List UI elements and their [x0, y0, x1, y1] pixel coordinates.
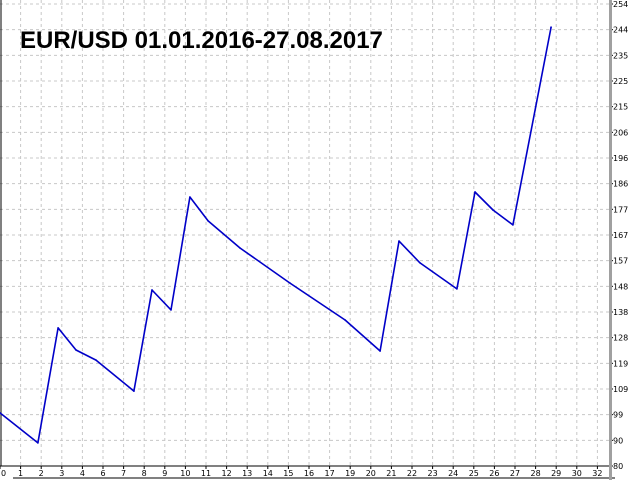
data-point: [75, 349, 77, 351]
x-tick-label: 24: [448, 469, 458, 478]
x-tick-label: 2: [39, 469, 44, 478]
data-point: [170, 309, 172, 311]
y-tick-label: 206: [613, 128, 628, 137]
data-point: [550, 26, 552, 28]
x-tick-label: 7: [121, 469, 126, 478]
data-point: [57, 327, 59, 329]
x-tick-label: 9: [162, 469, 167, 478]
data-point: [151, 289, 153, 291]
y-axis: 80 90 99 109 119 128 138 148 157 167 177 186 196 206 2…: [609, 0, 628, 480]
x-tick-label: 10: [180, 469, 190, 478]
y-tick-label: 157: [613, 257, 628, 266]
x-tick-label: 29: [551, 469, 561, 478]
y-tick-label: 119: [613, 359, 628, 368]
data-point: [379, 350, 381, 352]
data-point: [37, 442, 39, 444]
y-tick-label: 215: [613, 103, 628, 112]
series-group: [0, 26, 552, 444]
x-tick-label: 13: [242, 469, 252, 478]
data-point: [133, 390, 135, 392]
y-tick-label: 138: [613, 308, 628, 317]
x-tick-label: 32: [592, 469, 602, 478]
chart-title: EUR/USD 01.01.2016-27.08.2017: [20, 27, 383, 54]
data-point: [398, 240, 400, 242]
x-tick-label: 23: [428, 469, 438, 478]
x-tick-label: 15: [283, 469, 293, 478]
y-tick-label: 90: [613, 436, 623, 445]
grid: [0, 0, 609, 466]
y-tick-label: 186: [613, 180, 628, 189]
x-tick-label: 14: [263, 469, 273, 478]
y-tick-label: 196: [613, 154, 628, 163]
y-tick-label: 148: [613, 282, 628, 291]
x-tick-label: 6: [100, 469, 105, 478]
x-tick-label: 30: [572, 469, 582, 478]
y-tick-label: 225: [613, 77, 628, 86]
y-tick-label: 109: [613, 385, 628, 394]
x-tick-label: 20: [366, 469, 376, 478]
y-axis-bar: [609, 0, 612, 480]
x-tick-label: 28: [531, 469, 541, 478]
data-point: [492, 209, 494, 211]
x-tick-label: 3: [59, 469, 64, 478]
x-tick-label: 1: [18, 469, 23, 478]
data-point: [512, 224, 514, 226]
x-tick-label: 0: [1, 469, 6, 478]
data-point: [95, 359, 97, 361]
y-tick-label: 167: [613, 231, 628, 240]
data-point: [474, 191, 476, 193]
data-point: [456, 288, 458, 290]
x-tick-label: 27: [510, 469, 520, 478]
x-tick-label: 8: [142, 469, 147, 478]
y-tick-label: 235: [613, 51, 628, 60]
x-tick-label: 17: [325, 469, 335, 478]
x-tick-label: 21: [386, 469, 396, 478]
data-point: [0, 412, 1, 414]
x-tick-label: 25: [469, 469, 479, 478]
y-tick-label: 80: [613, 462, 623, 471]
x-tick-label: 12: [222, 469, 232, 478]
x-tick-label: 26: [489, 469, 499, 478]
y-tick-label: 254: [613, 0, 628, 9]
x-axis: 0 1 2 3 4 6 7 8 9 10 11 12 13 14 15 16 17 19 20 21 22 23 24 25 2…: [0, 0, 615, 479]
data-point: [239, 247, 241, 249]
x-tick-label: 11: [201, 469, 211, 478]
x-tick-label: 4: [80, 469, 85, 478]
y-tick-label: 99: [613, 411, 623, 420]
data-point: [207, 220, 209, 222]
data-point: [289, 282, 291, 284]
x-tick-label: 22: [407, 469, 417, 478]
y-tick-label: 177: [613, 205, 628, 214]
x-tick-label: 19: [345, 469, 355, 478]
x-tick-label: 16: [304, 469, 314, 478]
data-point: [344, 319, 346, 321]
y-tick-label: 128: [613, 334, 628, 343]
data-point: [189, 196, 191, 198]
y-tick-label: 244: [613, 26, 628, 35]
data-point: [419, 262, 421, 264]
